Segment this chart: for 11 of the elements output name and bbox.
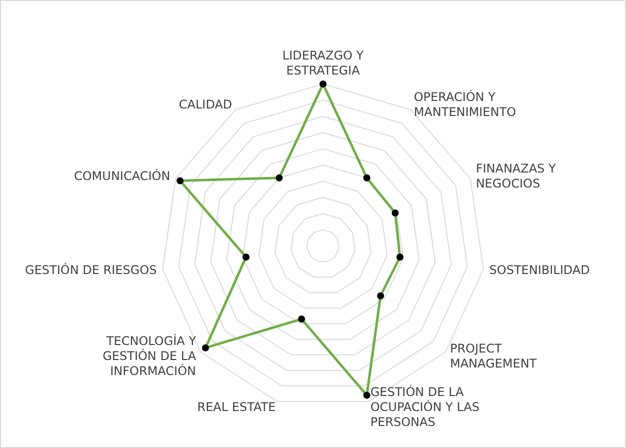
spoke-label: GESTIÓN DE RIESGOS xyxy=(25,262,157,277)
spoke-label: CALIDAD xyxy=(178,98,232,112)
spoke-label: SOSTENIBILIDAD xyxy=(489,262,590,277)
spoke-label: FINANAZAS Y NEGOCIOS xyxy=(476,162,556,191)
spoke-label: PROJECT MANAGEMENT xyxy=(450,342,538,371)
spoke-label: COMUNICACIÓN xyxy=(74,168,170,184)
spoke-label: OPERACIÓN Y MANTENIMIENTO xyxy=(414,89,516,120)
spoke-label: GESTIÓN DE LA OCUPACIÓN Y LAS PERSONAS xyxy=(370,384,480,430)
spoke-label: LIDERAZGO Y ESTRATEGIA xyxy=(282,48,364,78)
spoke-label: REAL ESTATE xyxy=(197,400,276,414)
spoke-label: TECNOLOGÍA Y GESTIÓN DE LA INFORMACIÓN xyxy=(102,333,197,378)
